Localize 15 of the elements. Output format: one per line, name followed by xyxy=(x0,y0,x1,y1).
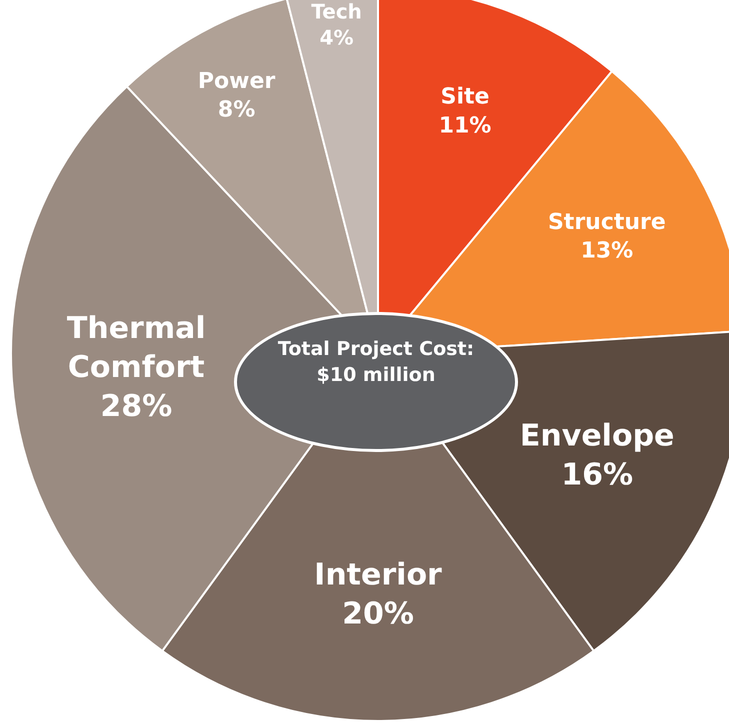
data-label: 20% xyxy=(342,596,414,632)
data-label: 11% xyxy=(438,113,492,138)
text: Total Project Cost: $10 million xyxy=(276,337,476,388)
data-label: 13% xyxy=(580,238,634,264)
slice-label: Site xyxy=(440,84,490,110)
data-label: 28% xyxy=(100,389,172,424)
slice-label: Thermal Comfort xyxy=(66,311,206,386)
slice-label: Structure xyxy=(548,210,666,235)
data-label: 8% xyxy=(218,98,256,123)
data-label: 4% xyxy=(320,26,354,50)
slice-label: Envelope xyxy=(520,418,674,454)
slice-label: Interior xyxy=(314,558,442,593)
slice-label: Tech xyxy=(311,0,362,24)
slice-label: Power xyxy=(198,69,276,94)
data-label: 16% xyxy=(561,457,634,492)
